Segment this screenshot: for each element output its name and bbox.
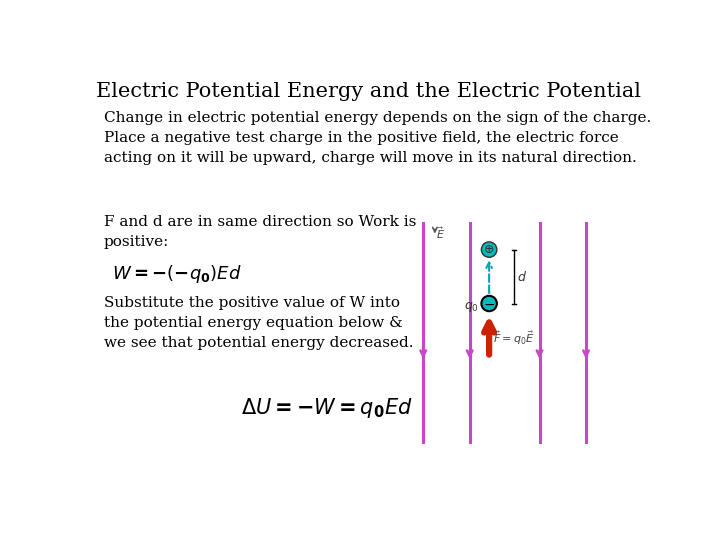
Text: $\oplus$: $\oplus$ (483, 243, 495, 256)
Text: $\mathbf{\mathit{W}} \mathbf{=} \mathbf{-}(\mathbf{-}\mathbf{\mathit{q}}_\mathbf: $\mathbf{\mathit{W}} \mathbf{=} \mathbf{… (112, 264, 241, 286)
Text: $-$: $-$ (483, 297, 495, 311)
Text: F and d are in same direction so Work is
positive:: F and d are in same direction so Work is… (104, 215, 416, 249)
Text: Substitute the positive value of W into
the potential energy equation below &
we: Substitute the positive value of W into … (104, 296, 413, 350)
Text: $\mathbf{\mathit{\Delta U}} \mathbf{=} \mathbf{-}\mathbf{\mathit{W}} \mathbf{=} : $\mathbf{\mathit{\Delta U}} \mathbf{=} \… (241, 396, 413, 420)
Circle shape (482, 242, 497, 257)
Text: $\vec{F} = q_0\vec{E}$: $\vec{F} = q_0\vec{E}$ (493, 329, 534, 347)
Text: Electric Potential Energy and the Electric Potential: Electric Potential Energy and the Electr… (96, 82, 642, 101)
Text: Change in electric potential energy depends on the sign of the charge.
Place a n: Change in electric potential energy depe… (104, 111, 651, 165)
Circle shape (482, 296, 497, 311)
Text: $d$: $d$ (517, 269, 527, 284)
Text: $\vec{E}$: $\vec{E}$ (436, 225, 446, 241)
Text: $q_0$: $q_0$ (464, 300, 479, 314)
